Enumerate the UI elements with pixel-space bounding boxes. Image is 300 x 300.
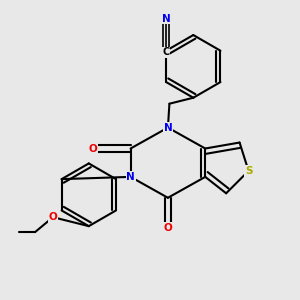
Text: N: N (164, 123, 172, 133)
Text: S: S (245, 166, 252, 176)
Text: O: O (49, 212, 57, 222)
Text: C: C (163, 47, 170, 57)
Text: O: O (89, 143, 98, 154)
Text: N: N (126, 172, 135, 182)
Text: O: O (164, 223, 172, 232)
Text: N: N (162, 14, 170, 24)
